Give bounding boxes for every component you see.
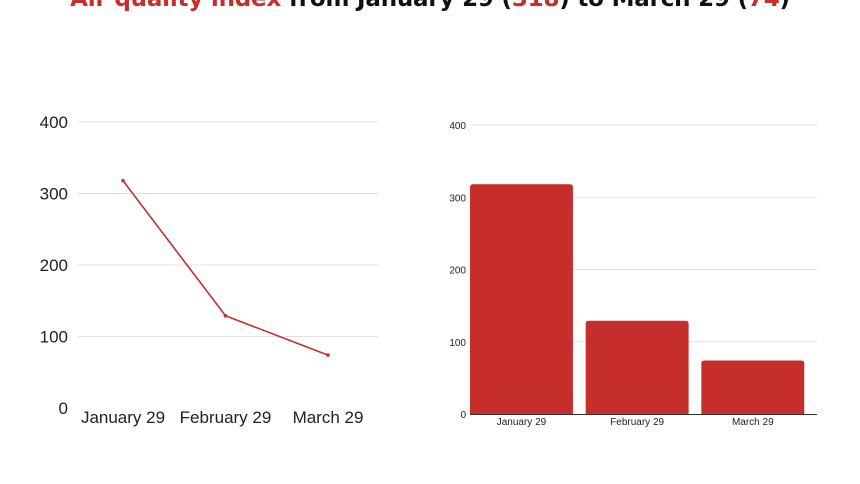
y-tick-label: 200	[449, 266, 466, 277]
title-part-4: ) to March 29 (	[559, 0, 748, 12]
data-point	[326, 353, 330, 357]
y-tick-label: 100	[449, 338, 466, 349]
y-tick-label: 0	[59, 399, 68, 418]
y-tick-label: 300	[40, 185, 68, 204]
y-tick-label: 400	[449, 121, 466, 132]
x-tick-label: February 29	[610, 417, 664, 428]
title-part-6: )	[780, 0, 791, 12]
bar	[470, 184, 573, 414]
title-start-value: 318	[512, 0, 560, 12]
data-point	[121, 178, 125, 183]
x-tick-label: March 29	[732, 417, 774, 428]
bar	[701, 360, 805, 414]
title-part-1: Air quality index	[70, 0, 281, 12]
line-chart: 0 100 200 300 400 January 29 February 29 March …	[40, 113, 378, 427]
title-end-value: 74	[748, 0, 780, 12]
y-tick-label: 100	[40, 328, 68, 347]
x-tick-label: March 29	[293, 408, 364, 427]
y-tick-label: 200	[40, 256, 68, 275]
x-tick-label: February 29	[180, 408, 272, 427]
y-tick-label: 400	[40, 113, 68, 132]
x-tick-label: January 29	[497, 417, 547, 428]
title-part-2: from January 29 (	[281, 0, 512, 12]
data-point	[223, 313, 228, 318]
y-tick-label: 300	[449, 193, 466, 204]
chart-title: Air quality index from January 29 (318) …	[0, 0, 860, 12]
bar	[585, 320, 689, 414]
x-tick-label: January 29	[81, 408, 165, 427]
y-tick-label: 0	[460, 410, 466, 421]
